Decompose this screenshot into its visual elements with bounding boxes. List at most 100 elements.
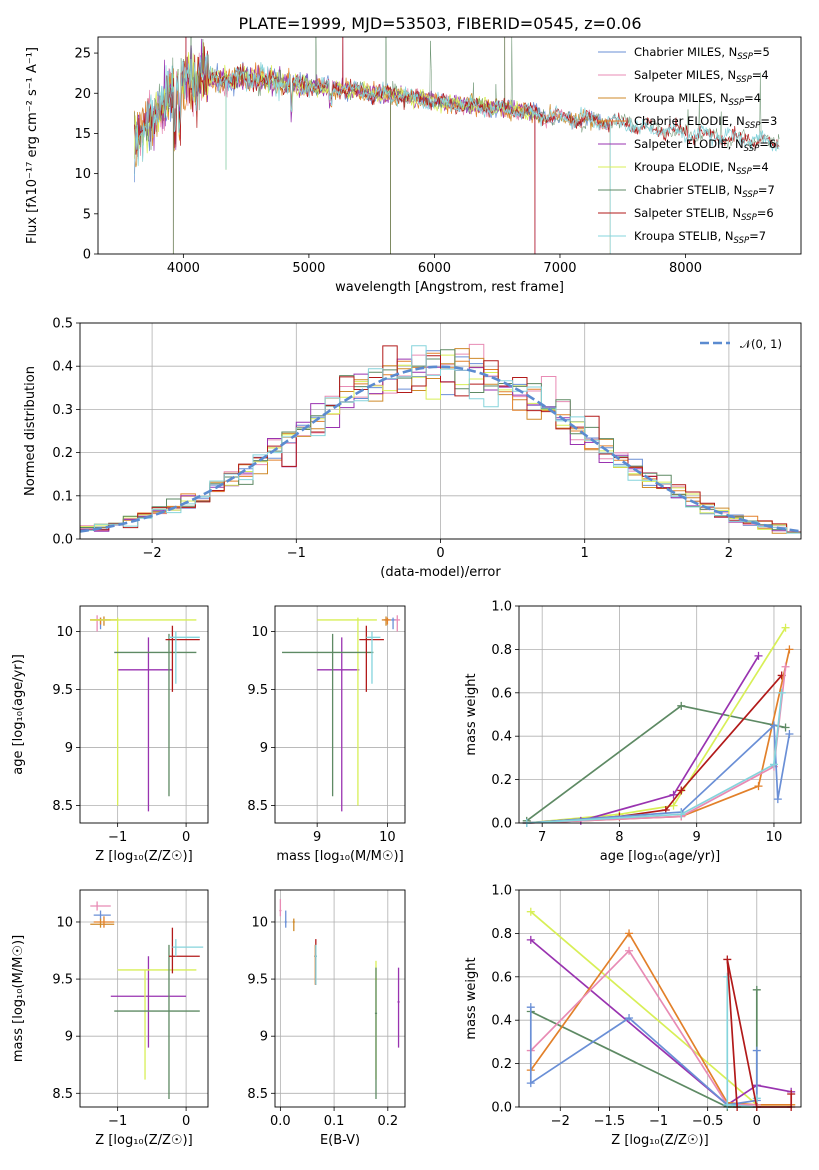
y-axis-label: mass [log₁₀(M/M☉)] — [11, 935, 26, 1062]
figure-title: PLATE=1999, MJD=53503, FIBERID=0545, z=0… — [238, 14, 641, 33]
errorbar-salpeter-elodie — [317, 637, 360, 812]
y-tick-label: 0.4 — [52, 360, 73, 375]
series-kroupa-stelib — [134, 53, 780, 254]
series-marker — [677, 810, 686, 819]
errorbar-salpeter-elodie — [117, 637, 173, 812]
y-tick-label: 10 — [251, 915, 268, 930]
y-tick-label: 0.0 — [491, 817, 512, 832]
y-axis-label: Normed distribution — [23, 366, 38, 496]
y-tick-label: 0.8 — [491, 643, 512, 658]
errorbar-salpeter-elodie — [397, 967, 400, 1048]
x-tick-label: 7 — [538, 830, 546, 845]
panel-mass-vs-z: −1 0 8.5 9 9.5 10 Z [log₁₀(Z/Z☉)] mass [log₁₀(M… — [11, 889, 209, 1148]
x-tick-label: −1 — [649, 1114, 668, 1129]
series-line — [526, 627, 787, 824]
series-marker — [754, 782, 763, 791]
series-marker — [781, 723, 790, 732]
errorbar-salpeter-miles — [279, 899, 282, 917]
x-tick-label: −2 — [551, 1114, 570, 1129]
series-marker — [752, 985, 761, 994]
y-tick-label: 0.3 — [52, 403, 73, 418]
errorbar-kroupa-elodie — [117, 969, 197, 1080]
x-axis-label: age [log₁₀(age/yr)] — [600, 849, 721, 864]
legend: Chabrier MILES, NSSP=5 Salpeter MILES, NS… — [598, 45, 777, 246]
axes-frame — [274, 605, 406, 824]
y-tick-label: 0.0 — [491, 1101, 512, 1116]
legend-label-kroupa-stelib: Kroupa STELIB, NSSP=7 — [634, 229, 766, 246]
series-marker — [526, 1003, 535, 1012]
series-marker — [526, 907, 535, 916]
legend: 𝒩(0, 1) — [700, 337, 782, 351]
series-marker — [723, 955, 732, 964]
y-tick-label: 0.6 — [491, 970, 512, 985]
series-marker — [781, 662, 790, 671]
normal-reference-curve — [80, 365, 801, 533]
series-marker — [526, 1079, 535, 1088]
x-tick-label: 2 — [725, 546, 733, 561]
panel-mass-vs-ebv: 0.0 0.1 0.2 8.5 9 9.5 10 E(B-V) — [247, 889, 406, 1148]
legend-label-kroupa-elodie: Kroupa ELODIE, NSSP=4 — [634, 160, 769, 177]
series-line — [529, 1007, 758, 1106]
x-axis-label: (data-model)/error — [380, 565, 501, 580]
x-tick-label: −0.5 — [692, 1114, 724, 1129]
series-line — [530, 949, 757, 1106]
series-marker — [785, 645, 794, 654]
x-tick-label: −1 — [287, 546, 306, 561]
errorbar-chabrier-stelib — [374, 967, 378, 1100]
axes-frame — [518, 889, 802, 1108]
y-tick-label: 10 — [56, 915, 73, 930]
series-marker — [787, 1089, 796, 1098]
panel-spectrum: 4000 5000 6000 7000 8000 0 5 10 15 20 25 wavelength… — [25, 36, 802, 295]
y-tick-label: 25 — [74, 47, 91, 62]
errorbar-chabrier-stelib — [114, 633, 197, 797]
x-tick-label: 0.1 — [324, 1114, 345, 1129]
series-marker — [754, 651, 763, 660]
x-axis-label: Z [log₁₀(Z/Z☉)] — [611, 1133, 708, 1148]
x-axis-label: wavelength [Angstrom, rest frame] — [335, 280, 564, 295]
axes-frame — [79, 322, 802, 540]
x-tick-label: 0 — [436, 546, 444, 561]
errorbar-kroupa-elodie — [317, 617, 377, 806]
y-tick-label: 8.5 — [52, 799, 73, 814]
series-marker — [752, 1094, 761, 1103]
errorbar-chabrier-stelib — [114, 944, 200, 1100]
errorbar-salpeter-elodie — [110, 956, 187, 1048]
x-tick-label: 9 — [313, 830, 321, 845]
legend-label-salpeter-stelib: Salpeter STELIB, NSSP=6 — [634, 206, 774, 223]
x-tick-label: 0.2 — [377, 1114, 398, 1129]
series-chabrier-stelib — [522, 701, 790, 825]
series-marker — [669, 801, 678, 810]
y-tick-label: 9 — [260, 741, 268, 756]
plot-area — [134, 37, 780, 254]
panel-age-vs-z: −1 0 8.5 9 9.5 10 Z [log₁₀(Z/Z☉)] age [log₁₀(ag… — [11, 605, 209, 864]
x-tick-label: 9 — [693, 830, 701, 845]
series-marker — [677, 701, 686, 710]
y-axis-label: age [log₁₀(age/yr)] — [11, 654, 26, 775]
grid — [275, 890, 405, 1107]
x-tick-label: 0 — [182, 1114, 190, 1129]
series-marker — [773, 795, 782, 804]
legend-label-chabrier-elodie: Chabrier ELODIE, NSSP=3 — [634, 114, 777, 131]
plot-area — [90, 901, 204, 1100]
y-tick-label: 9.5 — [52, 683, 73, 698]
errorbar-kroupa-miles — [292, 918, 295, 932]
y-tick-label: 0.5 — [52, 317, 73, 332]
plot-area — [282, 615, 401, 812]
y-tick-label: 0.6 — [491, 686, 512, 701]
y-tick-label: 9.5 — [247, 683, 268, 698]
plot-area — [80, 343, 801, 534]
y-tick-label: 0.8 — [491, 927, 512, 942]
series-marker — [526, 935, 535, 944]
legend-label-chabrier-stelib: Chabrier STELIB, NSSP=7 — [634, 183, 775, 200]
x-tick-label: 10 — [379, 830, 396, 845]
x-tick-label: −1 — [108, 830, 127, 845]
y-tick-label: 8.5 — [247, 799, 268, 814]
x-tick-label: 6000 — [418, 261, 451, 276]
series-marker — [625, 1014, 634, 1023]
y-tick-label: 10 — [56, 625, 73, 640]
errorbar-kroupa-stelib — [366, 631, 381, 684]
series-marker — [781, 623, 790, 632]
x-tick-label: 7000 — [543, 261, 576, 276]
y-tick-label: 5 — [83, 207, 91, 222]
